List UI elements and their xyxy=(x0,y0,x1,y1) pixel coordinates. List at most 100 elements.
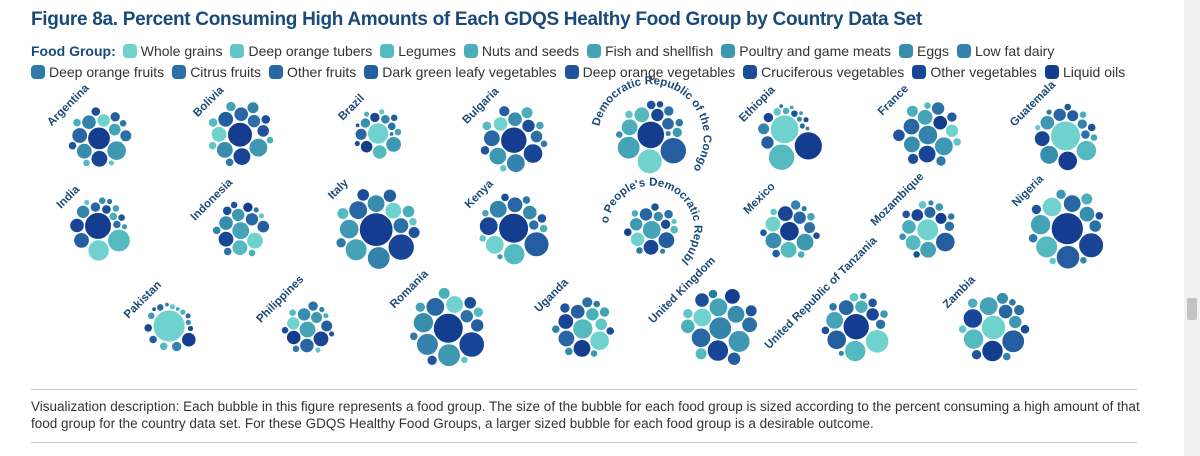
country-cluster: United Kingdom xyxy=(647,255,758,366)
food-group-bubble xyxy=(108,159,115,167)
food-group-bubble xyxy=(590,349,598,358)
food-group-bubble xyxy=(500,192,510,202)
food-group-bubble xyxy=(460,355,469,364)
food-group-bubble xyxy=(967,297,979,309)
food-group-bubble xyxy=(148,335,158,344)
visualization-description: Visualization description: Each bubble i… xyxy=(31,399,1140,431)
legend-item-label: Deep orange tubers xyxy=(248,42,373,59)
food-group-bubble xyxy=(355,122,361,128)
food-group-bubble xyxy=(906,105,919,118)
food-group-bubble xyxy=(438,287,451,300)
food-group-bubble xyxy=(164,302,170,308)
food-group-bubble xyxy=(159,341,169,351)
legend: Food Group: Whole grains Deep orange tube… xyxy=(31,40,1141,82)
food-group-bubble xyxy=(463,296,477,310)
food-group-bubble xyxy=(1039,115,1055,131)
food-group-bubble xyxy=(981,315,1006,340)
food-group-bubble xyxy=(348,200,368,220)
legend-swatch xyxy=(564,64,579,79)
food-group-bubble xyxy=(798,110,804,116)
food-group-bubble xyxy=(426,354,438,366)
food-group-bubble xyxy=(521,119,536,133)
legend-swatch xyxy=(380,43,395,58)
food-group-bubble xyxy=(76,143,93,160)
food-group-bubble xyxy=(312,330,329,347)
food-group-bubble xyxy=(480,145,490,156)
food-group-bubble xyxy=(1051,212,1084,245)
food-group-bubble xyxy=(903,135,921,153)
food-group-bubble xyxy=(378,108,385,116)
food-group-bubble xyxy=(76,205,90,219)
food-group-bubble xyxy=(907,153,919,165)
food-group-bubble xyxy=(905,234,922,251)
legend-item: Citrus fruits xyxy=(172,64,261,80)
food-group-bubble xyxy=(314,346,322,354)
legend-item: Other vegetables xyxy=(912,64,1037,80)
legend-item: Whole grains xyxy=(122,43,222,59)
food-group-bubble xyxy=(708,289,718,299)
food-group-bubble xyxy=(530,130,543,143)
food-group-bubble xyxy=(682,308,694,319)
country-cluster: Philippines xyxy=(255,274,335,354)
food-group-bubble xyxy=(1088,219,1102,233)
food-group-bubble xyxy=(169,303,176,310)
food-group-bubble xyxy=(81,114,97,130)
food-group-bubble xyxy=(520,106,534,119)
food-group-bubble xyxy=(825,311,844,330)
food-group-bubble xyxy=(98,196,107,205)
country-cluster: Zambia xyxy=(941,274,1030,362)
food-group-bubble xyxy=(112,220,122,229)
legend-item-label: Dark green leafy vegetables xyxy=(382,63,557,80)
legend-item-label: Poultry and game meats xyxy=(739,42,892,59)
food-group-bubble xyxy=(507,111,523,127)
legend-label: Food Group: xyxy=(31,42,116,59)
food-group-bubble xyxy=(437,343,461,367)
legend-swatch xyxy=(268,64,283,79)
food-group-bubble xyxy=(656,100,664,109)
food-group-bubble xyxy=(1080,129,1091,140)
food-group-bubble xyxy=(680,318,696,334)
food-group-bubble xyxy=(917,109,934,126)
food-group-bubble xyxy=(865,307,880,322)
food-group-bubble xyxy=(390,113,399,122)
food-group-bubble xyxy=(1076,140,1097,161)
food-group-bubble xyxy=(1031,204,1042,215)
food-group-bubble xyxy=(901,209,911,219)
country-cluster: Mexico xyxy=(742,181,821,259)
country-label: Brazil xyxy=(336,92,367,123)
food-group-bubble xyxy=(741,316,758,333)
legend-item: Poultry and game meats xyxy=(721,43,891,59)
food-group-bubble xyxy=(637,148,663,174)
food-group-bubble xyxy=(1008,315,1023,329)
legend-item: Eggs xyxy=(899,43,949,59)
food-group-bubble xyxy=(488,147,507,166)
food-group-bubble xyxy=(248,249,256,257)
food-group-bubble xyxy=(354,140,361,147)
food-group-bubble xyxy=(594,317,608,331)
food-group-bubble xyxy=(107,229,131,253)
food-group-bubble xyxy=(246,232,264,250)
food-group-bubble xyxy=(621,118,639,136)
food-group-bubble xyxy=(216,141,234,159)
food-group-bubble xyxy=(931,101,945,116)
food-group-bubble xyxy=(981,340,1004,362)
food-group-bubble xyxy=(660,219,671,230)
scrollbar-thumb[interactable] xyxy=(1187,298,1197,320)
food-group-bubble xyxy=(631,209,639,218)
scrollbar[interactable] xyxy=(1184,0,1200,456)
food-group-bubble xyxy=(615,130,624,139)
food-group-bubble xyxy=(402,205,415,218)
legend-swatch xyxy=(899,43,914,58)
food-group-bubble xyxy=(838,299,855,316)
food-group-bubble xyxy=(918,125,938,146)
food-group-bubble xyxy=(171,341,182,352)
legend-swatch xyxy=(743,64,758,79)
food-group-bubble xyxy=(84,212,112,240)
food-group-bubble xyxy=(181,332,197,348)
food-group-bubble xyxy=(222,205,233,216)
food-group-bubble xyxy=(1001,329,1025,353)
food-group-bubble xyxy=(72,118,82,127)
food-group-bubble xyxy=(629,217,644,232)
food-group-bubble xyxy=(669,225,679,235)
food-group-bubble xyxy=(286,330,302,345)
